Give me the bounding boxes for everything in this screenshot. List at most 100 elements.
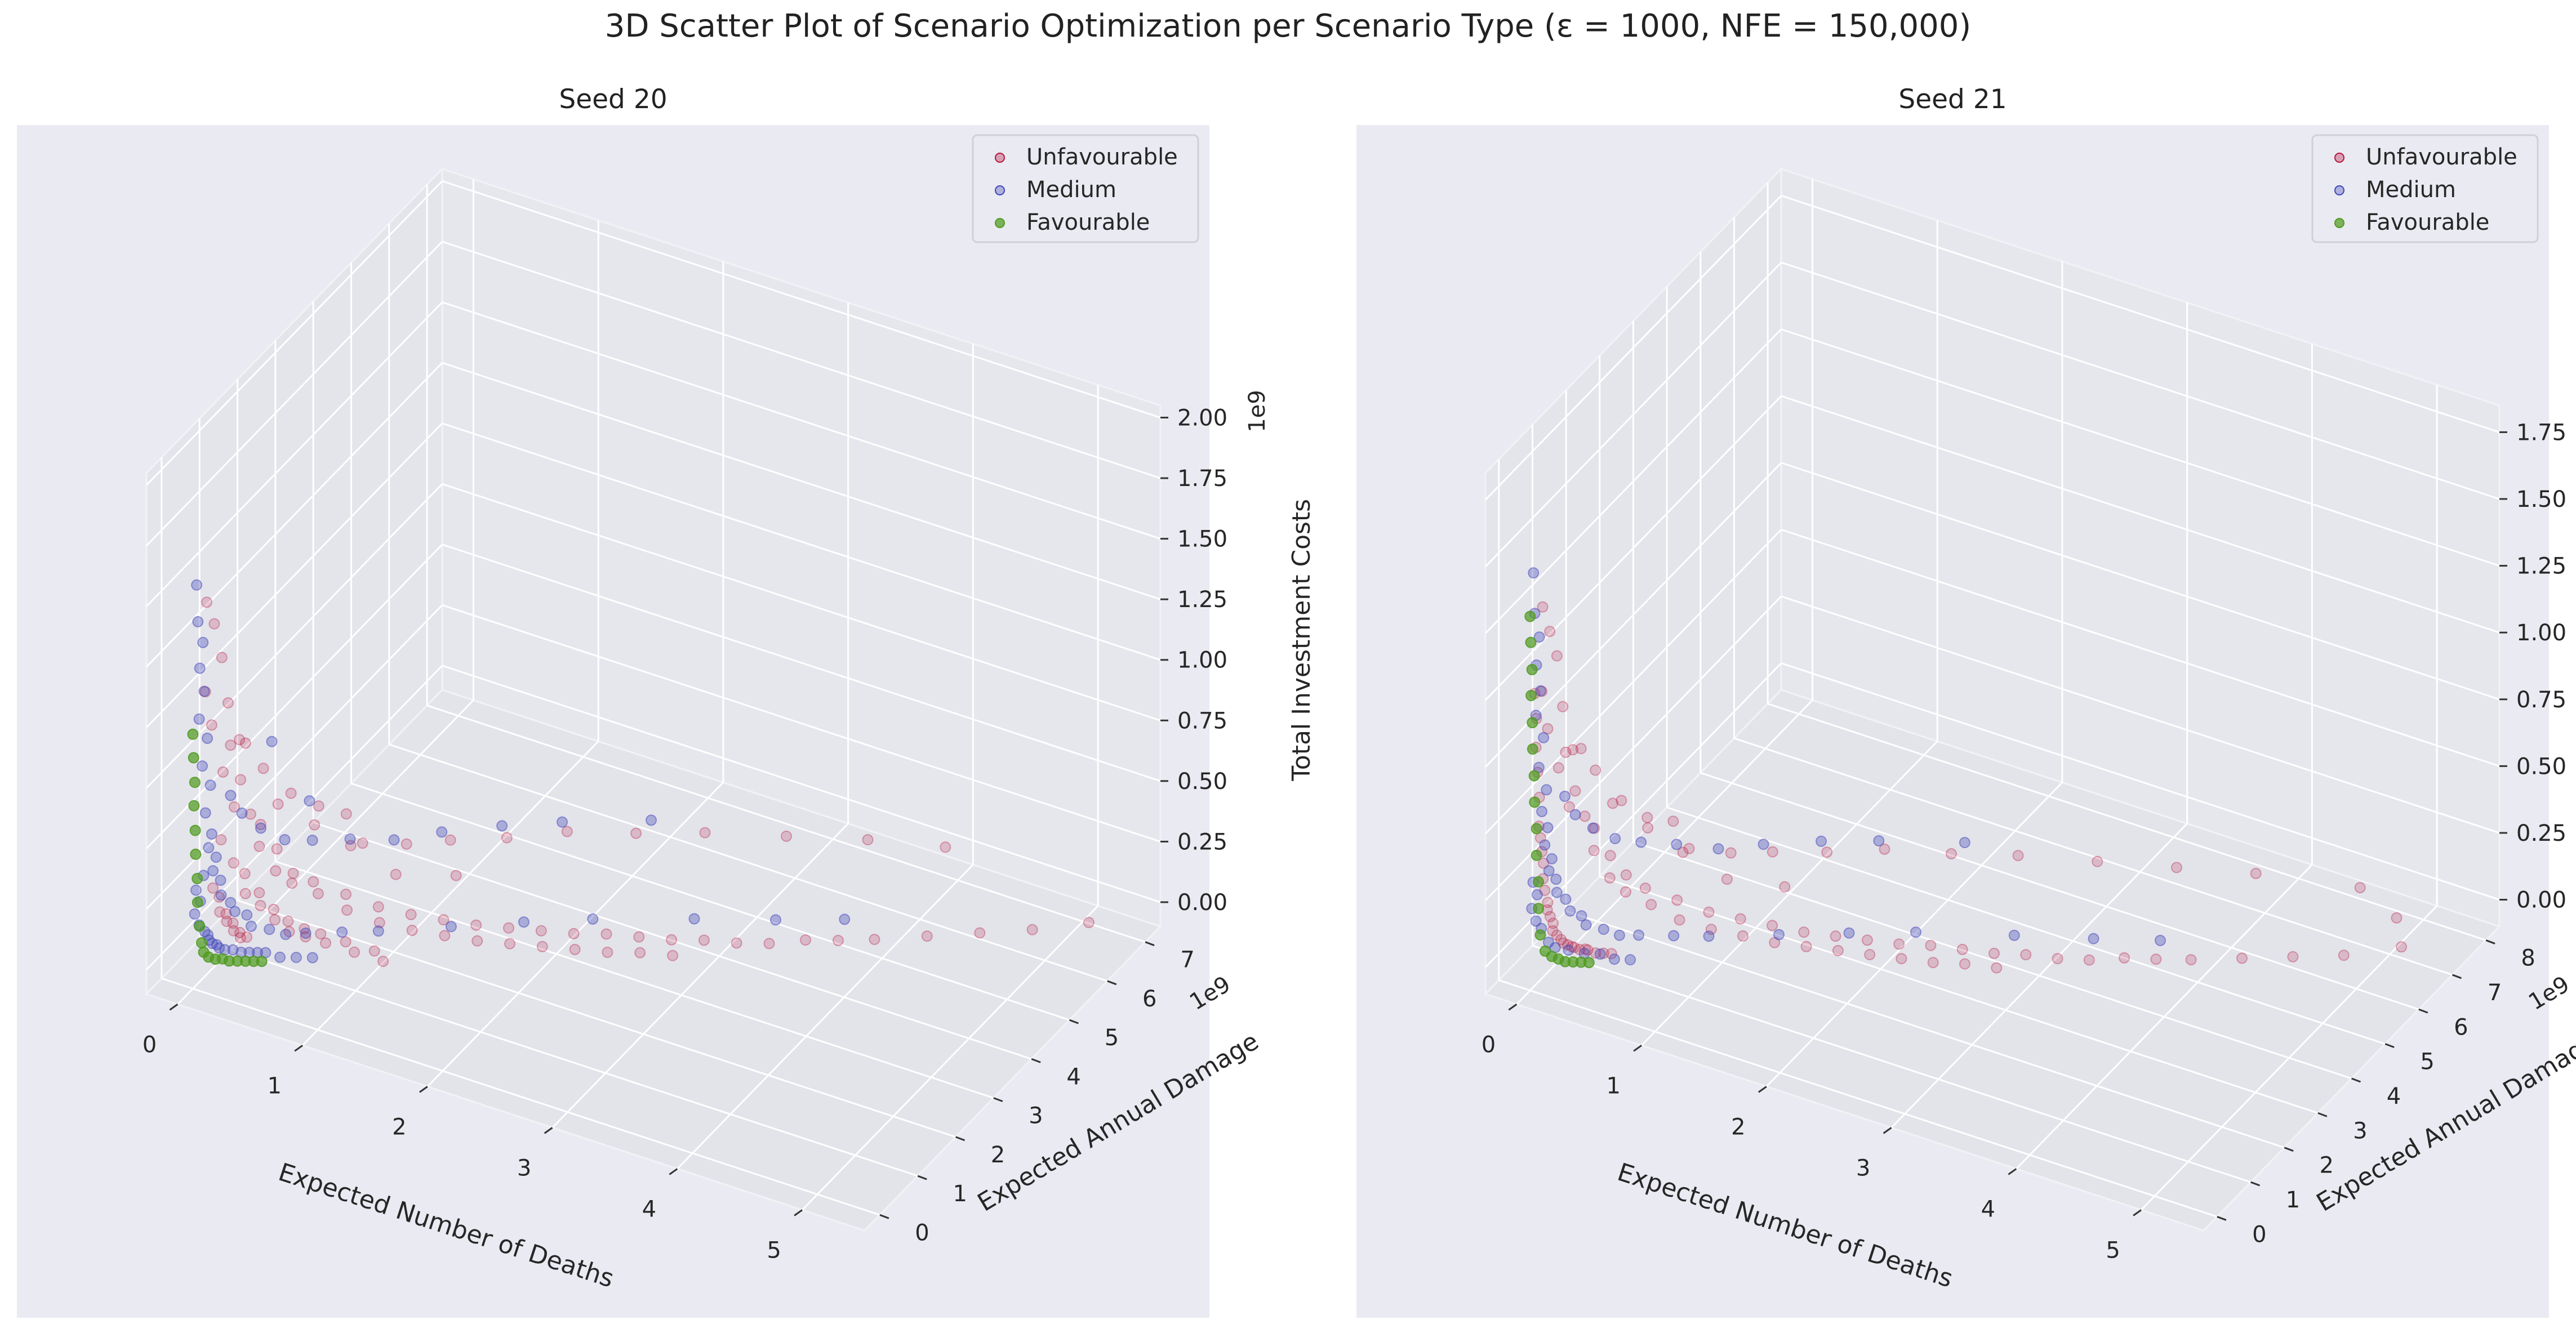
scatter-point bbox=[1538, 732, 1550, 743]
scatter-point bbox=[271, 843, 283, 855]
scatter-point bbox=[1527, 717, 1538, 729]
scatter-point bbox=[1800, 940, 1812, 952]
scatter-point bbox=[1550, 873, 1562, 885]
scatter-point bbox=[269, 914, 281, 926]
scatter-point bbox=[974, 927, 986, 939]
scatter-point bbox=[225, 739, 237, 751]
scatter-point bbox=[270, 865, 282, 877]
y-tick-mark bbox=[955, 1136, 966, 1142]
scatter-point bbox=[1560, 746, 1572, 758]
scatter-point bbox=[255, 900, 266, 911]
scatter-point bbox=[1533, 876, 1545, 888]
scatter-point bbox=[699, 827, 711, 839]
scatter-point bbox=[244, 808, 256, 820]
scatter-point bbox=[2150, 953, 2162, 965]
scatter-point bbox=[253, 887, 265, 899]
scatter-point bbox=[1767, 920, 1778, 931]
scatter-point bbox=[503, 922, 514, 934]
scatter-point bbox=[1956, 943, 1968, 955]
legend-box bbox=[972, 134, 1199, 243]
scatter-point bbox=[206, 828, 217, 840]
scatter-point bbox=[1568, 942, 1580, 953]
scatter-point bbox=[189, 777, 201, 788]
z-gridline-back bbox=[1781, 662, 2500, 900]
scatter-point bbox=[921, 930, 933, 942]
y-gridline-floor bbox=[1599, 875, 2319, 1114]
z-gridline-back bbox=[442, 483, 1161, 721]
z-gridline-side bbox=[145, 422, 443, 728]
scatter-point bbox=[198, 685, 210, 697]
scatter-point bbox=[1959, 837, 1970, 849]
scatter-point bbox=[1563, 944, 1574, 956]
scatter-point bbox=[373, 917, 385, 929]
scatter-point bbox=[227, 944, 239, 956]
legend-box bbox=[2311, 134, 2539, 243]
scatter-point bbox=[282, 915, 294, 927]
y-tick-label: 6 bbox=[2454, 1014, 2468, 1040]
scatter-point bbox=[215, 889, 227, 901]
x-tick-label: 1 bbox=[267, 1073, 281, 1099]
scatter-point bbox=[1861, 934, 1873, 946]
z-gridline-back bbox=[1781, 395, 2500, 634]
scatter-point bbox=[214, 906, 226, 918]
y-tick-mark bbox=[2217, 1216, 2227, 1221]
scatter-point bbox=[222, 697, 234, 709]
scatter-point bbox=[501, 832, 513, 844]
scatter-point bbox=[390, 868, 402, 880]
scatter-point bbox=[1668, 930, 1680, 942]
scatter-point bbox=[1588, 845, 1600, 857]
scatter-point bbox=[239, 737, 251, 749]
legend-marker bbox=[995, 218, 1005, 228]
y-tick-label: 6 bbox=[1142, 986, 1156, 1012]
scatter-point bbox=[1542, 822, 1554, 833]
scatter-point bbox=[1555, 934, 1567, 946]
scatter-point bbox=[1703, 930, 1715, 942]
scatter-point bbox=[377, 956, 389, 968]
legend-label: Medium bbox=[1026, 177, 1116, 203]
scatter-point bbox=[1705, 924, 1717, 935]
scatter-point bbox=[2092, 855, 2103, 867]
scatter-point bbox=[444, 834, 456, 846]
z-gridline-side bbox=[1484, 195, 1782, 501]
scatter-point bbox=[1580, 919, 1592, 931]
scatter-point bbox=[372, 925, 384, 937]
scatter-point bbox=[1598, 924, 1609, 935]
x-tick-label: 0 bbox=[143, 1032, 157, 1058]
x-tick-mark bbox=[669, 1168, 678, 1175]
panel-title: Seed 20 bbox=[559, 84, 667, 115]
scatter-point bbox=[568, 928, 580, 939]
scatter-point bbox=[1580, 943, 1591, 955]
scatter-point bbox=[1959, 958, 1970, 970]
y-tick-label: 7 bbox=[2488, 980, 2502, 1006]
scatter-point bbox=[770, 914, 781, 926]
x-gridline-floor bbox=[677, 864, 974, 1170]
scatter-point bbox=[1567, 744, 1579, 756]
scatter-point bbox=[1671, 894, 1683, 906]
x-tick-mark bbox=[419, 1086, 428, 1093]
scatter-point bbox=[1546, 853, 1558, 864]
scatter-point bbox=[1526, 664, 1538, 675]
scatter-point bbox=[234, 734, 246, 746]
y-tick-label: 4 bbox=[2387, 1084, 2401, 1109]
scatter-point bbox=[731, 937, 742, 949]
scatter-point bbox=[1533, 761, 1545, 773]
y-gridline-floor bbox=[1498, 979, 2218, 1218]
scatter-point bbox=[800, 934, 811, 946]
scatter-point bbox=[1609, 833, 1621, 845]
scatter-point bbox=[2083, 954, 2095, 966]
scatter-point bbox=[228, 801, 240, 813]
scatter-point bbox=[368, 945, 380, 957]
scatter-point bbox=[309, 819, 321, 831]
scatter-point bbox=[1590, 764, 1601, 776]
y-gridline-floor bbox=[237, 899, 956, 1138]
scatter-point bbox=[1534, 929, 1546, 941]
scatter-point bbox=[1667, 815, 1679, 827]
legend-label: Unfavourable bbox=[1026, 144, 1178, 170]
scatter-point bbox=[634, 947, 646, 958]
x-tick-label: 3 bbox=[517, 1155, 531, 1181]
scatter-point bbox=[869, 934, 880, 946]
scatter-point bbox=[256, 956, 268, 968]
scatter-point bbox=[255, 819, 266, 830]
x-tick-mark bbox=[1883, 1127, 1892, 1134]
